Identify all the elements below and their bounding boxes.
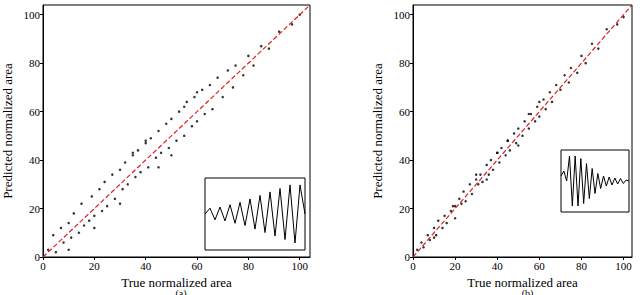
svg-text:(b): (b) [522,288,534,295]
svg-text:Predicted normalized area: Predicted normalized area [0,63,15,199]
svg-text:0: 0 [404,251,410,263]
svg-text:60: 60 [192,260,204,272]
svg-text:100: 100 [615,260,632,272]
svg-text:0: 0 [410,260,416,272]
svg-text:40: 40 [29,154,41,166]
svg-text:40: 40 [399,154,411,166]
svg-text:Predicted normalized area: Predicted normalized area [370,63,385,199]
svg-text:80: 80 [399,57,411,69]
svg-text:100: 100 [291,260,308,272]
svg-text:40: 40 [492,260,504,272]
svg-text:80: 80 [243,260,255,272]
svg-text:20: 20 [29,203,41,215]
svg-text:20: 20 [89,260,101,272]
svg-text:100: 100 [24,9,41,21]
svg-text:0: 0 [34,251,40,263]
svg-text:60: 60 [29,106,41,118]
svg-text:20: 20 [450,260,462,272]
svg-text:100: 100 [394,9,411,21]
svg-text:80: 80 [29,57,41,69]
svg-text:True normalized area: True normalized area [467,274,578,290]
svg-text:20: 20 [399,203,411,215]
svg-text:40: 40 [140,260,152,272]
svg-text:(a): (a) [175,288,186,295]
svg-text:60: 60 [534,260,546,272]
svg-text:60: 60 [399,106,411,118]
svg-text:80: 80 [576,260,588,272]
svg-text:0: 0 [40,260,46,272]
svg-text:True normalized area: True normalized area [121,274,232,290]
